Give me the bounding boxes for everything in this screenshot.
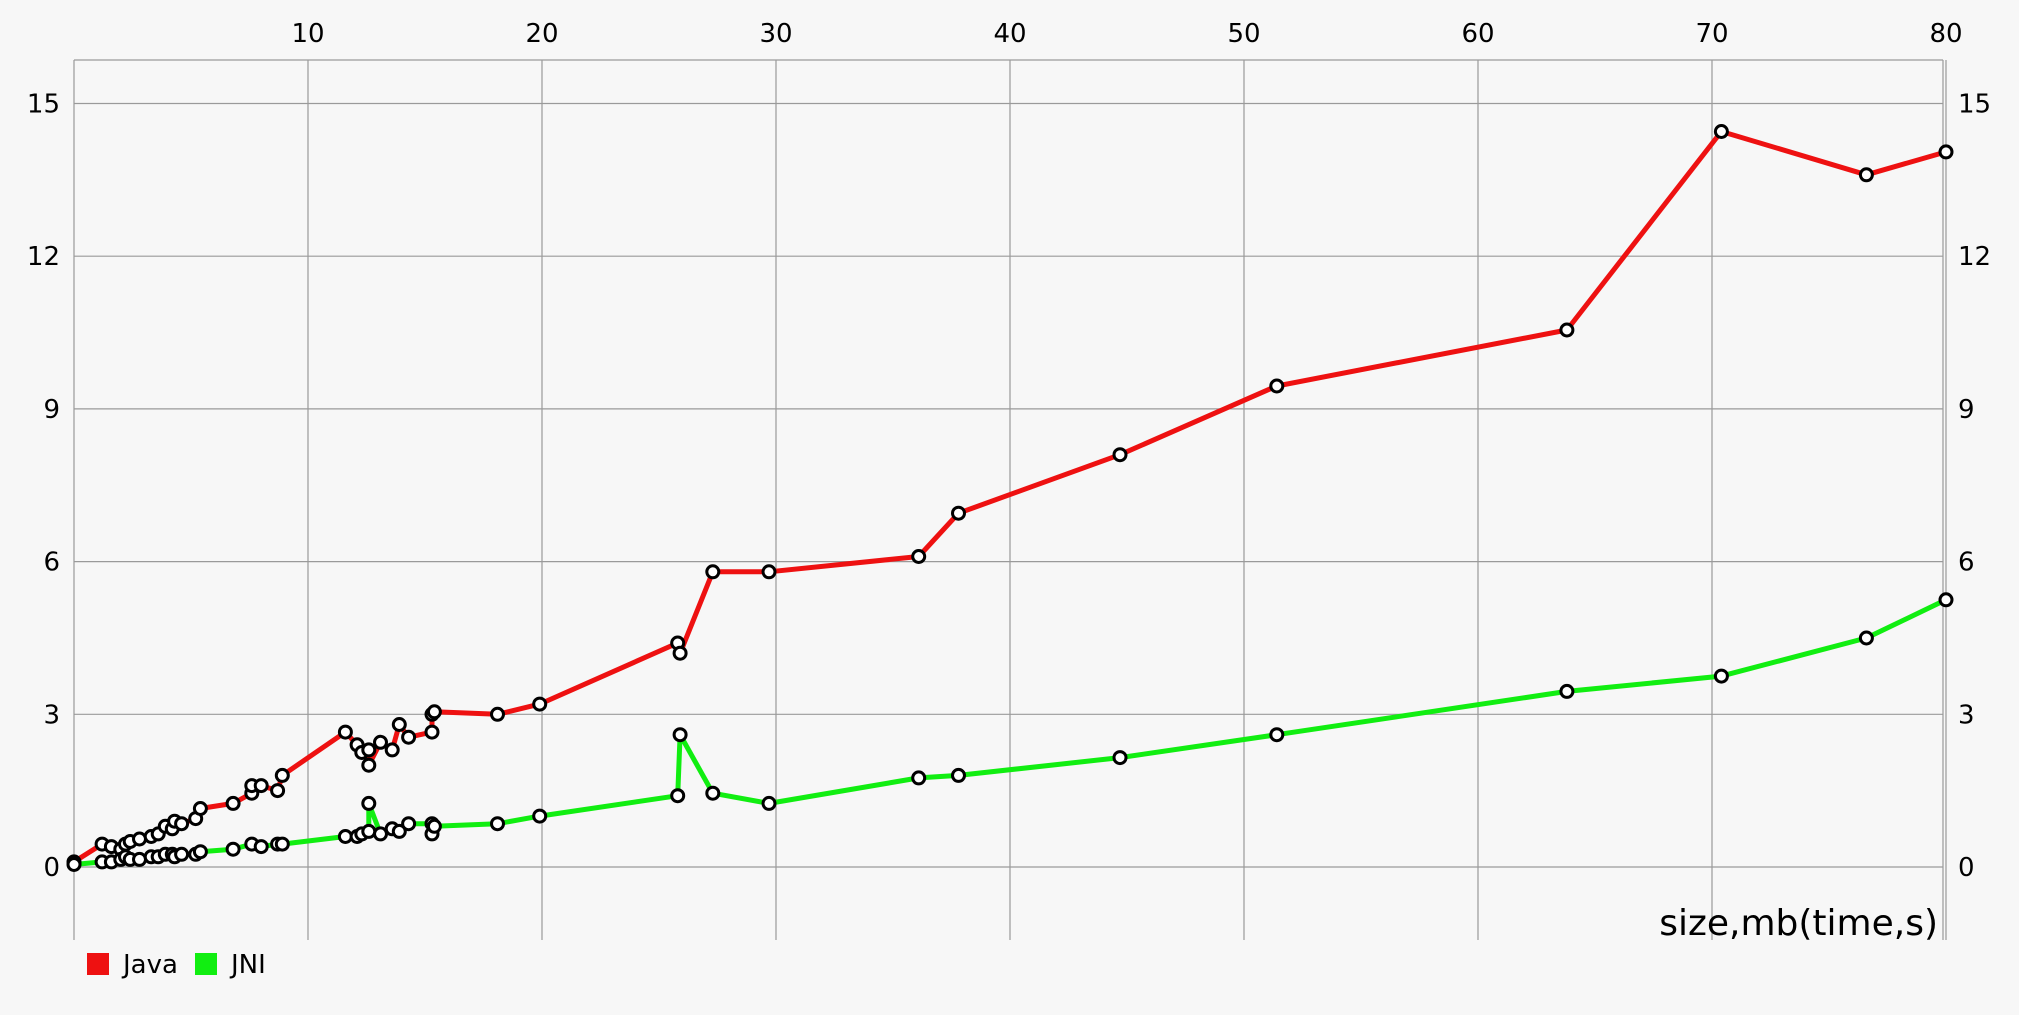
y-tick-label-left: 0 [43, 853, 60, 883]
x-tick-label: 50 [1227, 19, 1260, 49]
data-point-jni [1938, 592, 1954, 608]
data-point-java [672, 645, 688, 661]
data-point-java [225, 795, 241, 811]
y-tick-label-right: 9 [1958, 395, 1975, 425]
data-point-jni [532, 808, 548, 824]
data-point-java [132, 831, 147, 847]
y-tick-label-left: 6 [43, 548, 60, 578]
data-point-java [192, 801, 208, 816]
y-tick-label-left: 3 [43, 700, 60, 730]
x-axis-label: size,mb(time,s) [1659, 903, 1938, 944]
data-point-java [951, 505, 966, 521]
data-point-jni [1713, 668, 1729, 684]
data-point-java [384, 742, 400, 758]
data-point-java [490, 706, 505, 722]
data-point-java [1713, 124, 1729, 139]
data-point-jni [361, 795, 377, 811]
y-tick-label-right: 3 [1958, 700, 1975, 730]
data-point-java [761, 564, 777, 580]
data-point-java [270, 783, 286, 799]
legend-label-java: Java [121, 950, 178, 980]
x-tick-label: 10 [291, 19, 324, 49]
data-point-java [401, 729, 417, 745]
data-point-jni [373, 826, 388, 842]
data-point-jni [225, 841, 241, 857]
series-layer [66, 124, 1954, 872]
data-point-jni [192, 844, 208, 860]
legend: Java JNI [87, 950, 266, 980]
data-point-java [373, 734, 388, 750]
data-point-jni [361, 823, 377, 839]
data-point-jni [401, 816, 417, 832]
y-tick-label-right: 6 [1958, 548, 1975, 578]
data-point-java [1858, 167, 1874, 183]
data-point-jni [66, 857, 82, 872]
data-point-jni [705, 785, 721, 801]
data-point-java [174, 816, 190, 832]
data-point-jni [1559, 683, 1575, 699]
data-point-jni [761, 795, 777, 811]
legend-label-jni: JNI [229, 950, 266, 980]
data-point-java [361, 742, 377, 758]
y-tick-label-left: 12 [27, 242, 60, 272]
data-point-jni [670, 788, 686, 804]
data-point-java [424, 724, 440, 740]
data-point-java [1112, 447, 1128, 463]
x-tick-label: 40 [993, 19, 1026, 49]
data-point-java [274, 767, 290, 783]
data-point-jni [1858, 630, 1874, 646]
x-tick-label: 60 [1461, 19, 1494, 49]
data-point-jni [490, 816, 505, 832]
data-point-jni [1269, 727, 1285, 743]
y-tick-label-right: 12 [1958, 242, 1991, 272]
data-point-java [1269, 378, 1285, 394]
data-point-java [911, 549, 927, 564]
data-point-jni [274, 836, 290, 852]
y-tick-label-right: 0 [1958, 853, 1975, 883]
data-point-java [391, 717, 407, 732]
x-tick-label: 30 [759, 19, 792, 49]
data-point-jni [391, 823, 407, 839]
x-tick-label: 20 [525, 19, 558, 49]
data-point-java [532, 696, 548, 712]
data-point-jni [672, 727, 688, 743]
data-point-java [705, 564, 721, 580]
y-tick-label-left: 9 [43, 395, 60, 425]
data-point-java [361, 757, 377, 773]
x-tick-label: 70 [1695, 19, 1728, 49]
data-point-jni [1112, 750, 1128, 766]
data-point-jni [951, 767, 966, 783]
legend-swatch-java [87, 953, 109, 975]
data-point-jni [253, 839, 269, 855]
data-point-jni [911, 770, 927, 786]
data-point-java [1938, 144, 1954, 160]
data-point-jni [174, 846, 190, 862]
x-tick-label: 80 [1929, 19, 1962, 49]
data-point-jni [426, 818, 442, 834]
data-point-java [1559, 322, 1575, 338]
data-point-java [253, 778, 269, 794]
legend-swatch-jni [195, 953, 217, 975]
data-point-java [337, 724, 353, 740]
data-point-jni [132, 851, 147, 867]
y-tick-label-right: 15 [1958, 90, 1991, 120]
data-point-java [426, 704, 442, 720]
grid [73, 59, 1947, 940]
y-tick-label-left: 15 [27, 90, 60, 120]
